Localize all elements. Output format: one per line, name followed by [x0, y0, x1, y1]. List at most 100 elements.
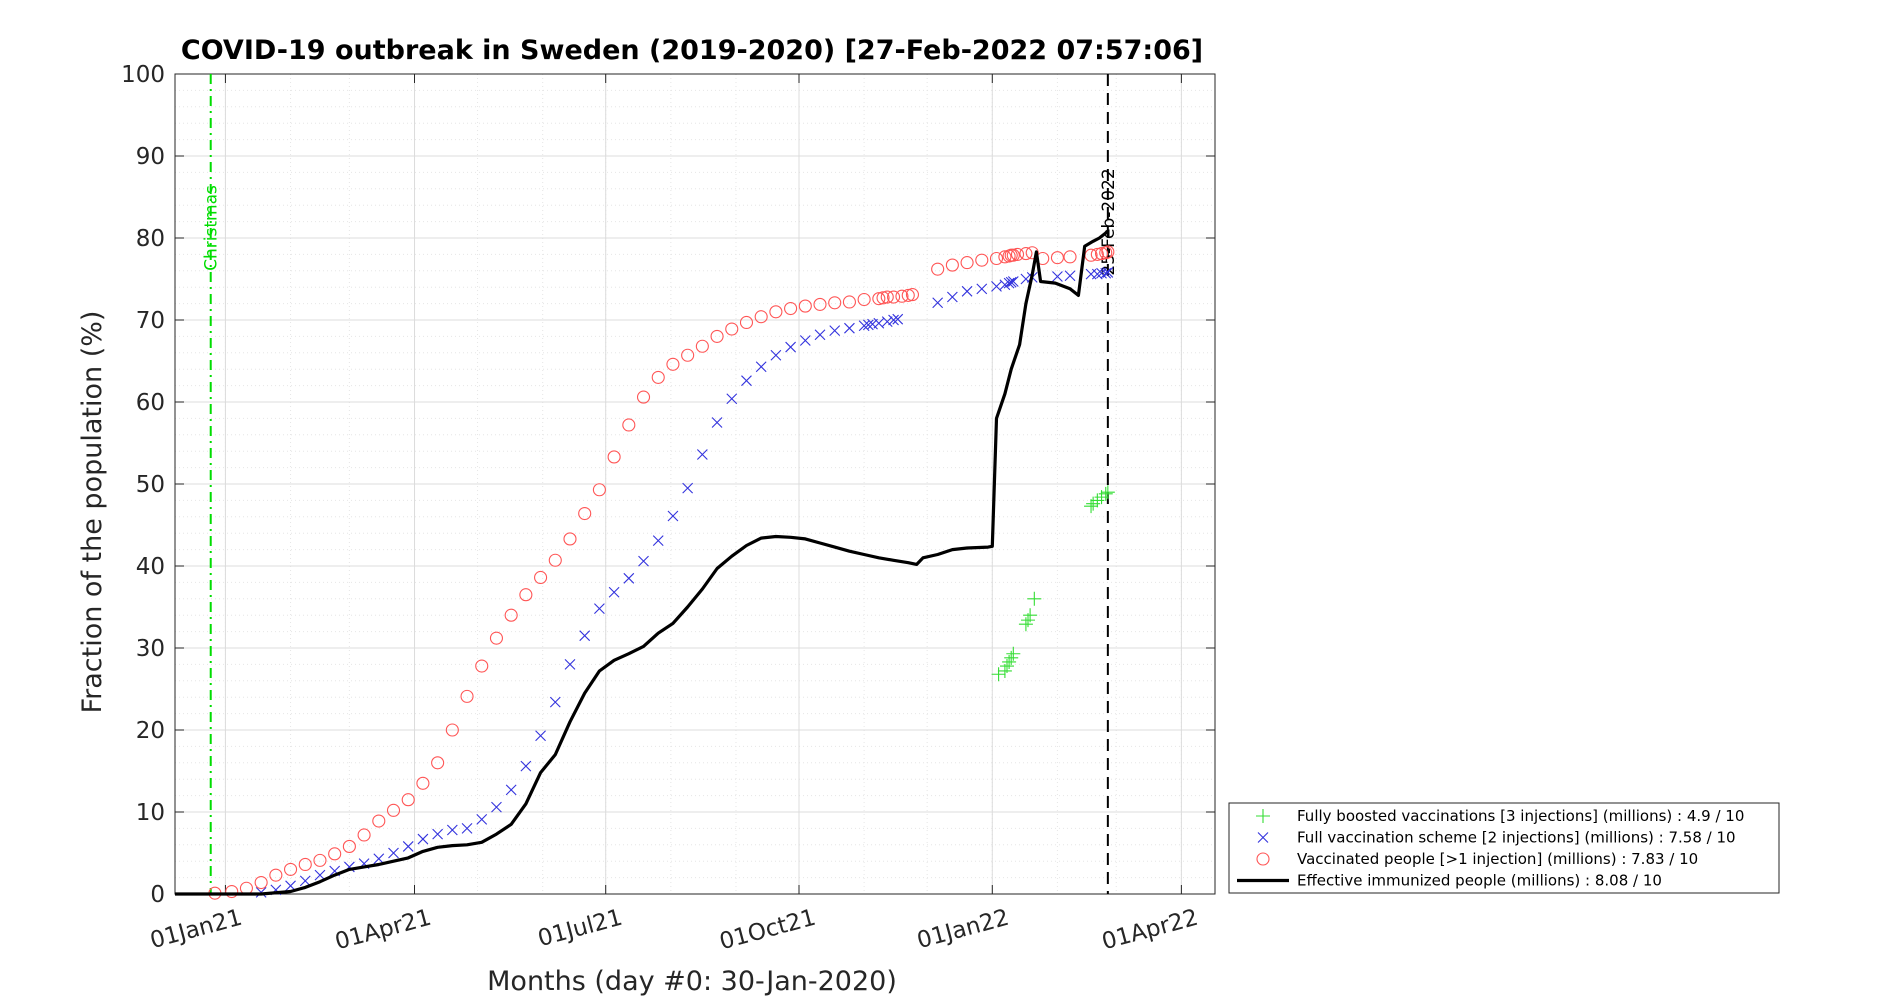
y-tick-label: 30 — [136, 636, 165, 662]
plot-frame — [174, 73, 1216, 895]
y-tick-label: 100 — [121, 62, 165, 88]
data-point — [388, 847, 399, 859]
data-point — [1018, 617, 1033, 632]
data-point — [489, 631, 504, 645]
series-line — [175, 230, 1109, 896]
data-point — [1004, 650, 1019, 665]
data-point — [1091, 268, 1103, 280]
data-point — [1019, 247, 1033, 261]
data-point — [1027, 591, 1042, 606]
data-point — [681, 348, 695, 362]
data-point — [991, 280, 1002, 292]
data-point — [769, 305, 783, 319]
legend-entry: Fully boosted vaccinations [3 injections… — [1297, 807, 1744, 825]
data-point — [1098, 486, 1113, 501]
data-point — [432, 828, 444, 840]
today-label: 25-Feb-2022 — [1099, 168, 1119, 275]
data-point — [1025, 246, 1039, 260]
data-point — [999, 279, 1011, 291]
data-point — [932, 297, 944, 309]
legend-swatch — [1257, 832, 1269, 843]
x-tick-label: 01Oct21 — [717, 905, 819, 956]
data-point — [881, 316, 893, 328]
data-point — [1010, 247, 1025, 261]
data-point — [504, 608, 518, 622]
data-point — [886, 290, 901, 304]
data-point — [1100, 485, 1115, 500]
data-point — [652, 535, 664, 546]
data-point — [876, 291, 890, 305]
data-point — [842, 295, 856, 309]
data-point — [1006, 248, 1020, 262]
data-point — [755, 361, 767, 373]
data-point — [372, 814, 386, 828]
data-point — [784, 301, 798, 316]
data-point — [901, 288, 915, 302]
data-point — [858, 320, 870, 332]
data-point — [476, 813, 488, 825]
y-tick-label: 0 — [150, 882, 165, 908]
y-tick-label: 40 — [136, 554, 165, 580]
data-point — [991, 667, 1006, 682]
data-point — [798, 299, 812, 313]
x-tick-label: 01Jul21 — [535, 905, 625, 952]
x-tick-label: 01Apr21 — [332, 905, 434, 956]
data-point — [622, 418, 636, 432]
y-tick-label: 50 — [136, 472, 165, 498]
data-point — [386, 803, 401, 817]
data-point — [328, 847, 342, 861]
data-point — [1063, 250, 1077, 264]
data-point — [549, 696, 561, 708]
data-point — [1023, 608, 1038, 623]
y-axis-label: Fraction of the population (%) — [77, 311, 108, 714]
data-point — [298, 857, 312, 872]
data-point — [975, 253, 989, 267]
data-point — [342, 839, 356, 853]
series-layer — [175, 230, 1115, 900]
data-point — [461, 823, 473, 834]
data-point — [563, 532, 577, 546]
data-point — [1090, 247, 1104, 261]
data-point — [754, 310, 768, 324]
grid — [175, 73, 1215, 895]
data-point — [592, 483, 606, 497]
data-point — [961, 285, 973, 297]
data-point — [284, 862, 298, 876]
data-point — [534, 570, 548, 585]
data-point — [828, 296, 842, 310]
data-point — [445, 723, 459, 737]
data-point — [520, 760, 532, 772]
data-point — [946, 291, 958, 303]
data-point — [895, 289, 909, 303]
data-point — [696, 449, 708, 460]
data-point — [1005, 276, 1017, 288]
data-point — [1094, 247, 1109, 261]
data-point — [862, 319, 874, 331]
data-point — [892, 313, 904, 325]
legend-box — [1228, 802, 1780, 894]
data-point — [666, 357, 680, 371]
data-point — [785, 341, 796, 353]
data-point — [1064, 270, 1076, 282]
data-point — [505, 784, 517, 796]
data-point — [431, 756, 445, 770]
data-point — [1052, 271, 1063, 282]
x-axis-label: Months (day #0: 30-Jan-2020) — [487, 966, 897, 997]
legend-swatch — [1256, 852, 1270, 866]
data-point — [989, 251, 1004, 266]
data-point — [299, 875, 311, 887]
y-tick-label: 70 — [136, 308, 165, 334]
data-point — [667, 510, 679, 522]
data-point — [905, 288, 920, 302]
data-point — [402, 841, 414, 852]
data-point — [638, 555, 649, 567]
data-point — [1002, 654, 1017, 669]
series-1 — [255, 267, 1114, 898]
data-point — [741, 375, 752, 387]
legend-entry: Full vaccination scheme [2 injections] (… — [1297, 829, 1736, 847]
data-point — [844, 322, 855, 334]
data-point — [726, 393, 738, 405]
christmas-label: Christmas — [202, 185, 222, 271]
data-point — [829, 325, 841, 337]
